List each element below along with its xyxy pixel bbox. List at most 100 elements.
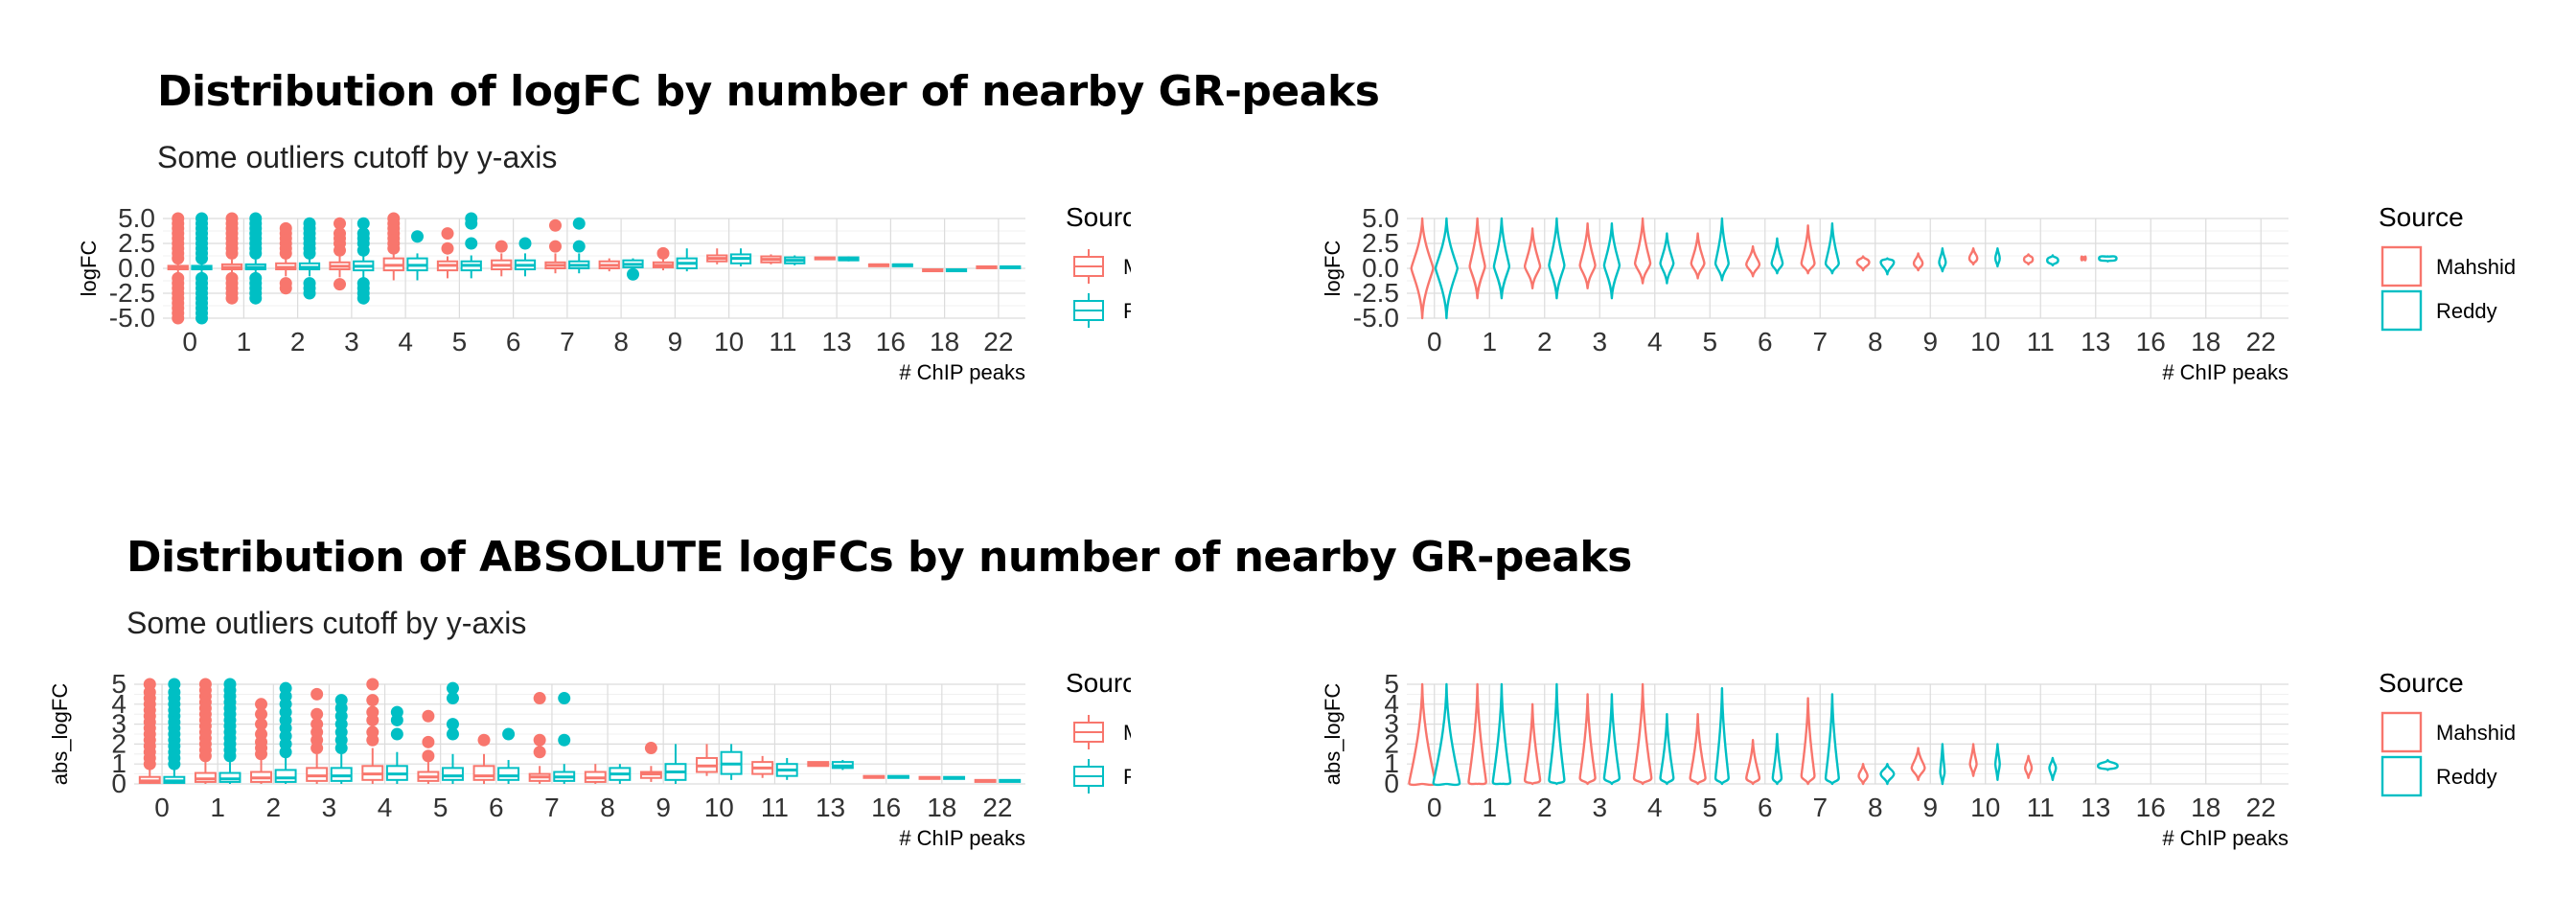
outlier-point xyxy=(366,678,380,691)
legend-title: Source xyxy=(1066,202,1131,232)
x-tick-label: 16 xyxy=(876,327,906,356)
x-tick-label: 2 xyxy=(290,327,306,356)
violin-shape xyxy=(2098,255,2118,263)
violin-shape xyxy=(1714,217,1730,282)
y-tick-label: 5 xyxy=(1384,669,1399,699)
outlier-point xyxy=(303,277,316,290)
x-tick-label: 18 xyxy=(930,327,959,356)
x-tick-label: 9 xyxy=(1922,793,1938,822)
outlier-point xyxy=(255,727,268,741)
violin-shape xyxy=(1910,747,1926,782)
box-body xyxy=(306,767,329,782)
outlier-point xyxy=(334,217,346,230)
legend-label: Reddy xyxy=(1123,765,1131,789)
violin-shape xyxy=(2023,754,2034,779)
outlier-point xyxy=(465,212,478,225)
x-axis-label: # ChIP peaks xyxy=(899,360,1025,384)
violin-shape xyxy=(1602,693,1622,786)
legend-label: Mahshid xyxy=(1123,255,1131,279)
violin-shape xyxy=(1434,217,1459,320)
outlier-point xyxy=(533,692,546,705)
outlier-point xyxy=(558,733,571,747)
violin-shape xyxy=(1938,247,1947,273)
x-tick-label: 18 xyxy=(2191,327,2220,356)
outlier-point xyxy=(465,237,478,250)
violin-shape xyxy=(1993,247,2001,268)
outlier-point xyxy=(196,271,208,285)
outlier-point xyxy=(356,227,370,241)
violin-shape xyxy=(1548,217,1566,300)
legend-title: Source xyxy=(2379,202,2464,232)
violin-shape xyxy=(1578,693,1597,786)
violin-shape xyxy=(1745,244,1761,278)
legend-label: Mahshid xyxy=(1123,721,1131,745)
x-tick-label: 7 xyxy=(560,327,575,356)
x-tick-label: 8 xyxy=(1868,327,1883,356)
box-body xyxy=(274,769,297,783)
x-tick-label: 16 xyxy=(2136,327,2166,356)
violin-shape xyxy=(1492,217,1511,300)
outlier-point xyxy=(196,212,208,225)
outlier-point xyxy=(533,746,546,759)
x-tick-label: 4 xyxy=(1647,327,1663,356)
x-tick-label: 13 xyxy=(822,327,852,356)
outlier-point xyxy=(441,227,454,241)
x-axis-label: # ChIP peaks xyxy=(2162,360,2288,384)
outlier-point xyxy=(223,678,237,691)
x-tick-label: 16 xyxy=(871,793,901,822)
x-tick-label: 2 xyxy=(1537,327,1552,356)
violin-shape xyxy=(1879,763,1896,786)
outlier-point xyxy=(549,240,562,253)
box-body xyxy=(472,765,495,781)
x-tick-label: 4 xyxy=(378,793,393,822)
outlier-point xyxy=(334,694,348,707)
x-tick-label: 11 xyxy=(761,793,789,822)
outlier-point xyxy=(366,694,380,707)
outlier-point xyxy=(366,725,380,739)
box-body xyxy=(497,767,520,781)
x-tick-label: 18 xyxy=(927,793,956,822)
x-tick-label: 8 xyxy=(1868,793,1883,822)
legend-label: Reddy xyxy=(2436,299,2497,323)
y-axis-label: logFC xyxy=(77,241,101,297)
outlier-point xyxy=(366,705,380,719)
violin-shape xyxy=(1824,693,1840,786)
outlier-point xyxy=(279,221,292,235)
y-tick-label: -5.0 xyxy=(1353,303,1399,333)
outlier-point xyxy=(172,212,185,225)
violin-shape xyxy=(1855,255,1871,272)
x-tick-label: 22 xyxy=(2246,327,2276,356)
outlier-point xyxy=(172,271,185,285)
violin-shape xyxy=(2022,253,2035,266)
outlier-point xyxy=(225,212,239,225)
y-tick-label: 0.0 xyxy=(118,253,155,283)
legend-key-reddy xyxy=(2380,289,2423,332)
outlier-point xyxy=(533,733,546,747)
violin-shape xyxy=(1690,232,1706,280)
violin-shape xyxy=(1857,763,1869,786)
violin-shape xyxy=(1659,232,1675,285)
x-tick-label: 6 xyxy=(1758,327,1773,356)
x-tick-label: 11 xyxy=(769,327,796,356)
x-tick-label: 4 xyxy=(398,327,413,356)
violin-shape xyxy=(1968,743,1978,777)
violin-shape xyxy=(1912,252,1924,272)
x-tick-label: 6 xyxy=(506,327,521,356)
legend: Source Mahshid Reddy xyxy=(2379,202,2516,332)
y-tick-label: 2.5 xyxy=(1362,228,1399,258)
violin-shape xyxy=(1633,217,1652,285)
row1-subtitle: Some outliers cutoff by y-axis xyxy=(157,140,558,174)
x-tick-label: 0 xyxy=(154,793,170,822)
x-tick-label: 5 xyxy=(1702,327,1717,356)
violin-shape xyxy=(1800,224,1816,275)
legend-label: Reddy xyxy=(1123,299,1131,323)
x-tick-label: 5 xyxy=(433,793,448,822)
series-mahshid xyxy=(167,212,998,325)
y-tick-label: 5 xyxy=(111,669,126,699)
y-tick-label: 5.0 xyxy=(118,203,155,233)
x-tick-label: 22 xyxy=(982,793,1012,822)
x-tick-label: 9 xyxy=(656,793,671,822)
x-tick-label: 3 xyxy=(1592,327,1607,356)
violin-shape xyxy=(2096,758,2119,771)
